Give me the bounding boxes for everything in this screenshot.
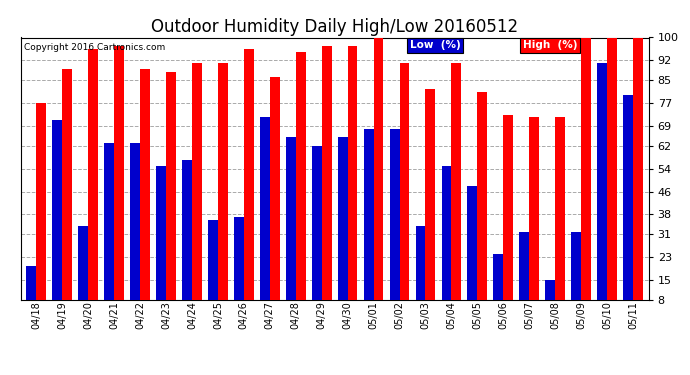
Bar <box>322 46 331 323</box>
Bar <box>52 120 62 323</box>
Bar <box>62 69 72 323</box>
Bar <box>545 280 555 323</box>
Bar <box>270 78 279 323</box>
Bar <box>26 266 37 323</box>
Text: Low  (%): Low (%) <box>410 40 461 50</box>
Bar <box>192 63 201 323</box>
Text: Copyright 2016 Cartronics.com: Copyright 2016 Cartronics.com <box>24 43 165 52</box>
Bar <box>415 226 426 323</box>
Bar <box>140 69 150 323</box>
Bar <box>442 166 451 323</box>
Bar <box>312 146 322 323</box>
Bar <box>114 46 124 323</box>
Title: Outdoor Humidity Daily High/Low 20160512: Outdoor Humidity Daily High/Low 20160512 <box>151 18 518 36</box>
Bar <box>88 49 98 323</box>
Bar <box>218 63 228 323</box>
Bar <box>348 46 357 323</box>
Bar <box>503 114 513 323</box>
Bar <box>607 38 617 323</box>
Bar <box>156 166 166 323</box>
Bar <box>286 137 296 323</box>
Bar <box>555 117 565 323</box>
Bar <box>104 143 114 323</box>
Bar <box>598 63 607 323</box>
Bar <box>623 94 633 323</box>
Bar <box>633 38 643 323</box>
Bar <box>468 186 477 323</box>
Bar <box>451 63 462 323</box>
Bar <box>37 103 46 323</box>
Bar <box>373 38 384 323</box>
Bar <box>400 63 409 323</box>
Bar <box>477 92 487 323</box>
Bar <box>520 231 529 323</box>
Bar <box>296 52 306 323</box>
Bar <box>78 226 88 323</box>
Bar <box>166 72 176 323</box>
Text: High  (%): High (%) <box>523 40 578 50</box>
Bar <box>338 137 348 323</box>
Bar <box>529 117 539 323</box>
Bar <box>390 129 400 323</box>
Bar <box>581 38 591 323</box>
Bar <box>364 129 373 323</box>
Bar <box>130 143 140 323</box>
Bar <box>234 217 244 323</box>
Bar <box>260 117 270 323</box>
Bar <box>493 254 503 323</box>
Bar <box>426 89 435 323</box>
Bar <box>208 220 218 323</box>
Bar <box>182 160 192 323</box>
Bar <box>244 49 254 323</box>
Bar <box>571 231 581 323</box>
